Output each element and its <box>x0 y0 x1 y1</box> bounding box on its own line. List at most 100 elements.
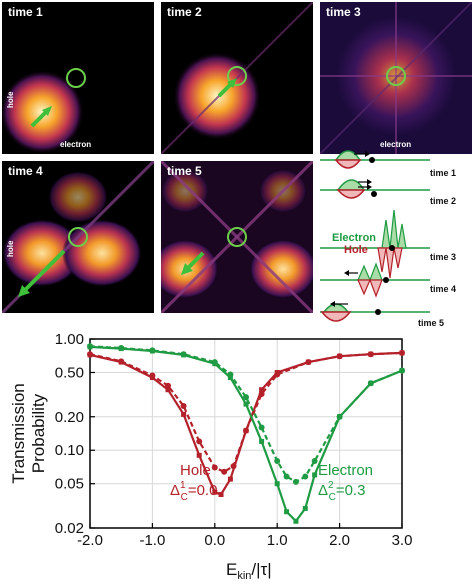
panel-time-5: time 5 <box>161 161 313 313</box>
wave-packet-sketch: time 1 time 2 time 3 time 4 time 5 Elect… <box>318 140 474 335</box>
data-point <box>196 438 203 445</box>
x-axis-label: Ekin/|τ| <box>226 560 272 582</box>
data-point <box>274 458 281 465</box>
panel-title: time 4 <box>8 164 43 178</box>
data-point <box>87 351 93 358</box>
series-line-1 <box>89 351 403 474</box>
y-tick-label: 1.00 <box>55 331 84 348</box>
target-circle <box>66 68 86 88</box>
y-axis-label: Transmission <box>9 383 28 483</box>
data-point <box>165 382 171 389</box>
target-circle <box>227 227 247 247</box>
data-point <box>181 411 187 417</box>
data-point <box>230 463 237 470</box>
data-point <box>118 358 125 365</box>
data-point <box>284 509 290 515</box>
panel-time-3: time 3 electron <box>320 2 472 154</box>
data-point <box>165 387 171 393</box>
x-tick-label: -2.0 <box>77 532 103 549</box>
data-point <box>283 473 290 480</box>
data-point <box>149 347 156 354</box>
data-point <box>258 424 265 431</box>
sketch-electron-label: Electron <box>332 232 377 244</box>
y-tick-label: 0.02 <box>55 520 84 537</box>
electron-label: Electron <box>318 462 373 479</box>
y-axis-label: Probability <box>29 393 48 473</box>
data-point <box>274 371 281 378</box>
data-point <box>305 359 312 366</box>
transmission-chart: -2.0 -1.0 0.0 1.0 2.0 3.0 1.00 0.50 0.20 0.10 0.05… <box>0 325 474 583</box>
y-tick-label: 0.50 <box>55 364 84 381</box>
panel-title: time 5 <box>167 164 202 178</box>
data-point <box>312 472 318 478</box>
sketch-time-label: time 2 <box>430 196 457 206</box>
data-point <box>243 401 249 407</box>
hole-label: Hole <box>180 462 211 479</box>
panel-time-1: time 1 electron hole <box>2 2 154 154</box>
data-point <box>302 505 308 511</box>
data-point <box>227 476 233 482</box>
data-point <box>302 473 309 480</box>
data-point <box>367 380 374 387</box>
panel-time-4: time 4 hole <box>2 161 154 313</box>
target-circle <box>386 66 406 86</box>
sketch-time-label: time 5 <box>418 318 445 328</box>
sketch-hole-label: Hole <box>344 244 368 256</box>
data-point <box>367 351 374 358</box>
x-tick-label: 2.0 <box>329 532 350 549</box>
data-point <box>227 371 234 378</box>
y-tick-label: 0.20 <box>55 409 84 426</box>
y-tick-label: 0.05 <box>55 476 84 493</box>
hole-delta-label: Δ1 C=0.0 <box>170 480 217 503</box>
panel-time-2: time 2 <box>161 2 313 154</box>
data-point <box>87 343 93 350</box>
x-tick-label: 3.0 <box>392 532 413 549</box>
series-line-3 <box>89 345 403 484</box>
data-point <box>258 391 265 398</box>
data-point <box>399 349 405 356</box>
data-point <box>180 402 187 409</box>
panel-title: time 3 <box>326 5 361 19</box>
data-point <box>259 387 265 393</box>
panel-time-1-image <box>2 2 154 154</box>
data-point <box>221 468 228 475</box>
data-point <box>196 452 202 458</box>
data-point <box>211 464 218 471</box>
x-axis-label: electron <box>60 140 92 149</box>
data-point <box>180 351 187 358</box>
data-point <box>211 359 218 366</box>
transmission-chart-svg: -2.0 -1.0 0.0 1.0 2.0 3.0 1.00 0.50 0.20 0.10 0.05… <box>9 331 413 582</box>
arrow-icon <box>22 249 66 293</box>
data-point <box>218 492 224 498</box>
data-point <box>212 489 218 495</box>
data-point <box>118 345 125 352</box>
data-point <box>243 427 249 434</box>
data-point <box>227 375 233 381</box>
arrow-icon <box>185 251 205 271</box>
data-point <box>311 458 318 465</box>
x-tick-label: 1.0 <box>267 532 288 549</box>
x-axis-label: electron <box>380 140 412 149</box>
data-point <box>293 518 299 524</box>
data-point <box>399 367 405 374</box>
panel-title: time 1 <box>8 5 43 19</box>
data-point <box>336 353 343 360</box>
wave-packet-drawing <box>320 150 430 322</box>
electron-delta-label: Δ2 C=0.3 <box>318 480 365 503</box>
sketch-time-label: time 3 <box>430 252 457 262</box>
data-point <box>149 372 156 379</box>
x-tick-label: -1.0 <box>139 532 165 549</box>
x-tick-label: 0.0 <box>204 532 225 549</box>
sketch-time-label: time 1 <box>430 168 457 178</box>
target-circle <box>227 66 247 86</box>
y-axis-label: hole <box>6 240 15 257</box>
plot-frame <box>89 338 403 529</box>
panel-title: time 2 <box>167 5 202 19</box>
data-point <box>243 394 249 401</box>
panel-time-4-image <box>2 161 154 313</box>
panel-time-3-image <box>320 2 472 154</box>
series-line-2 <box>89 345 403 523</box>
sketch-time-label: time 4 <box>430 284 457 294</box>
target-circle <box>68 227 88 247</box>
data-point <box>259 438 265 444</box>
